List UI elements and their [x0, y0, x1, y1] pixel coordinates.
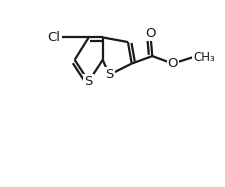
Text: Cl: Cl: [47, 31, 60, 44]
Text: S: S: [84, 75, 92, 88]
Text: O: O: [144, 27, 155, 40]
Text: O: O: [167, 57, 177, 70]
Text: S: S: [105, 68, 113, 81]
Text: CH₃: CH₃: [193, 50, 214, 64]
